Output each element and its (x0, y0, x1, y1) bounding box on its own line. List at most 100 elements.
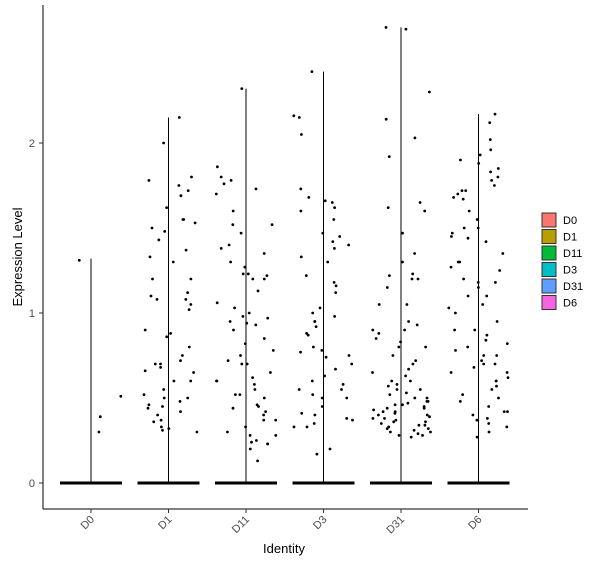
data-point (152, 420, 156, 424)
data-point (480, 359, 483, 362)
data-point (505, 371, 509, 374)
data-point (318, 306, 322, 310)
data-point (393, 403, 397, 407)
data-point (171, 260, 175, 264)
data-point (371, 371, 374, 374)
data-point (482, 362, 486, 366)
data-point (240, 362, 244, 366)
data-point (494, 281, 497, 284)
legend-label: D0 (563, 215, 577, 227)
data-point (178, 400, 182, 403)
data-point (262, 418, 266, 422)
data-point (413, 252, 416, 255)
data-point (256, 459, 259, 463)
data-point (274, 434, 278, 437)
data-point (331, 240, 335, 244)
data-point (241, 315, 245, 318)
data-point (424, 420, 427, 424)
data-point (189, 303, 193, 306)
legend-label: D1 (563, 232, 577, 244)
data-point (456, 260, 460, 264)
data-point (195, 430, 199, 434)
legend: D0 D1 D11 D3 D31 D6 (541, 212, 583, 310)
data-point (381, 410, 385, 413)
data-point (392, 420, 396, 424)
data-point (450, 231, 454, 235)
x-tick-label: D1 (156, 514, 174, 532)
y-axis-ticks: 0 1 2 (29, 138, 43, 490)
data-point (464, 189, 468, 193)
data-point (320, 405, 324, 408)
data-point (149, 294, 153, 298)
data-point (459, 158, 462, 162)
data-point (160, 425, 163, 429)
data-point (240, 87, 244, 90)
data-point (292, 114, 296, 118)
data-point (428, 90, 431, 94)
data-point (245, 362, 249, 366)
data-point (156, 413, 160, 417)
data-point (186, 291, 190, 294)
data-point (458, 400, 462, 403)
data-point (475, 435, 479, 439)
data-point (496, 175, 500, 179)
data-point (274, 418, 278, 422)
data-point (215, 379, 218, 383)
data-point (265, 274, 269, 277)
data-point (314, 325, 318, 328)
data-point (384, 117, 388, 121)
data-point (494, 379, 498, 383)
data-point (189, 277, 193, 281)
data-point (161, 405, 164, 408)
data-point (219, 247, 223, 250)
data-point (403, 328, 406, 332)
data-point (423, 209, 427, 213)
data-point (320, 396, 324, 400)
data-point (347, 243, 350, 247)
data-point (505, 342, 509, 345)
x-tick-label: D31 (384, 514, 407, 537)
data-point (231, 406, 235, 410)
data-point (467, 209, 471, 213)
data-point (407, 367, 410, 371)
data-point (386, 206, 390, 210)
data-point (395, 388, 399, 391)
data-point (501, 252, 505, 255)
data-point (305, 332, 308, 335)
data-point (146, 406, 150, 410)
data-point (172, 379, 176, 383)
data-point (385, 427, 389, 430)
data-point (228, 320, 232, 323)
data-point (253, 383, 256, 386)
data-point (97, 430, 101, 434)
data-point (254, 323, 258, 327)
data-point (270, 223, 274, 227)
data-point (404, 27, 408, 31)
data-point (387, 155, 391, 159)
data-point (418, 201, 422, 204)
data-point (485, 294, 489, 298)
legend-swatch (541, 278, 557, 294)
data-point (397, 345, 401, 349)
data-point (495, 384, 498, 388)
data-point (372, 408, 375, 412)
data-point (475, 218, 479, 221)
data-point (255, 439, 258, 442)
data-point (233, 306, 237, 310)
data-point (334, 291, 338, 294)
data-point (153, 362, 157, 366)
data-point (345, 417, 349, 420)
y-tick-label: 1 (29, 308, 35, 320)
data-point (162, 396, 166, 400)
data-point (262, 337, 266, 340)
legend-label: D31 (563, 281, 583, 293)
data-point (332, 281, 336, 284)
data-point (452, 196, 455, 199)
legend-item-D3: D3 (541, 262, 577, 277)
data-point (388, 393, 392, 396)
data-point (422, 406, 426, 410)
legend-item-D1: D1 (541, 229, 577, 244)
data-point (150, 226, 154, 230)
data-point (231, 223, 235, 227)
data-point (462, 226, 466, 230)
